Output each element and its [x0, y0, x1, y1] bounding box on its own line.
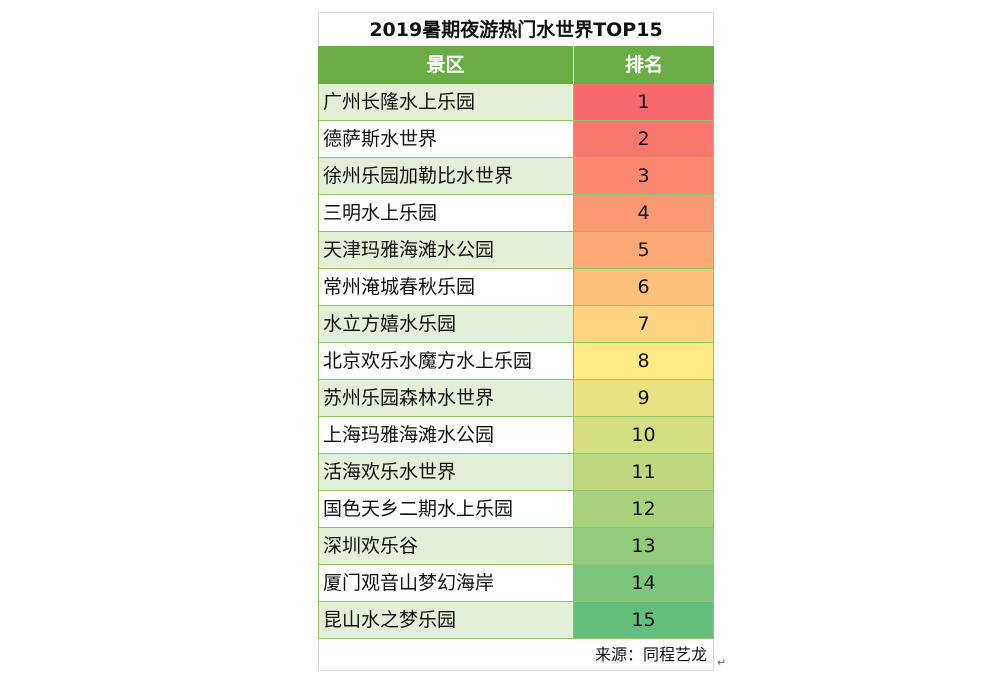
- rank-cell: 11: [574, 454, 714, 490]
- table-row: 水立方嬉水乐园 7: [318, 306, 714, 343]
- rank-cell: 1: [574, 84, 714, 120]
- table-row: 徐州乐园加勒比水世界 3: [318, 158, 714, 195]
- header-scenic-spot: 景区: [318, 46, 574, 84]
- rank-cell: 15: [574, 602, 714, 638]
- scenic-spot-name: 徐州乐园加勒比水世界: [318, 158, 574, 194]
- rank-cell: 6: [574, 269, 714, 305]
- rank-cell: 13: [574, 528, 714, 564]
- table-row: 苏州乐园森林水世界 9: [318, 380, 714, 417]
- scenic-spot-name: 德萨斯水世界: [318, 121, 574, 157]
- scenic-spot-name: 水立方嬉水乐园: [318, 306, 574, 342]
- table-row: 天津玛雅海滩水公园 5: [318, 232, 714, 269]
- table-row: 昆山水之梦乐园 15: [318, 602, 714, 639]
- table-row: 国色天乡二期水上乐园 12: [318, 491, 714, 528]
- scenic-spot-name: 天津玛雅海滩水公园: [318, 232, 574, 268]
- rank-cell: 7: [574, 306, 714, 342]
- rank-cell: 9: [574, 380, 714, 416]
- scenic-spot-name: 北京欢乐水魔方水上乐园: [318, 343, 574, 379]
- rank-cell: 14: [574, 565, 714, 601]
- rank-cell: 4: [574, 195, 714, 231]
- rank-cell: 10: [574, 417, 714, 453]
- scenic-spot-name: 上海玛雅海滩水公园: [318, 417, 574, 453]
- table-row: 厦门观音山梦幻海岸 14: [318, 565, 714, 602]
- rank-cell: 2: [574, 121, 714, 157]
- scenic-spot-name: 常州淹城春秋乐园: [318, 269, 574, 305]
- table-row: 广州长隆水上乐园 1: [318, 84, 714, 121]
- scenic-spot-name: 活海欢乐水世界: [318, 454, 574, 490]
- rank-cell: 5: [574, 232, 714, 268]
- scenic-spot-name: 三明水上乐园: [318, 195, 574, 231]
- rank-cell: 3: [574, 158, 714, 194]
- scenic-spot-name: 国色天乡二期水上乐园: [318, 491, 574, 527]
- table-body: 广州长隆水上乐园 1 德萨斯水世界 2 徐州乐园加勒比水世界 3 三明水上乐园 4 天津玛雅海滩…: [318, 84, 714, 639]
- table-row: 上海玛雅海滩水公园 10: [318, 417, 714, 454]
- table-row: 三明水上乐园 4: [318, 195, 714, 232]
- scenic-spot-name: 广州长隆水上乐园: [318, 84, 574, 120]
- table-row: 深圳欢乐谷 13: [318, 528, 714, 565]
- ranking-table: 2019暑期夜游热门水世界TOP15 景区 排名 广州长隆水上乐园 1 德萨斯水世界…: [318, 12, 714, 671]
- table-title: 2019暑期夜游热门水世界TOP15: [318, 12, 714, 46]
- rank-cell: 12: [574, 491, 714, 527]
- table-row: 常州淹城春秋乐园 6: [318, 269, 714, 306]
- header-rank: 排名: [624, 54, 663, 76]
- table-row: 德萨斯水世界 2: [318, 121, 714, 158]
- scenic-spot-name: 苏州乐园森林水世界: [318, 380, 574, 416]
- rank-cell: 8: [574, 343, 714, 379]
- source-note: 来源：同程艺龙: [318, 639, 714, 671]
- scenic-spot-name: 昆山水之梦乐园: [318, 602, 574, 638]
- table-header: 景区 排名: [318, 46, 714, 84]
- scenic-spot-name: 厦门观音山梦幻海岸: [318, 565, 574, 601]
- table-row: 北京欢乐水魔方水上乐园 8: [318, 343, 714, 380]
- paragraph-mark: ↵: [717, 656, 727, 669]
- scenic-spot-name: 深圳欢乐谷: [318, 528, 574, 564]
- table-row: 活海欢乐水世界 11: [318, 454, 714, 491]
